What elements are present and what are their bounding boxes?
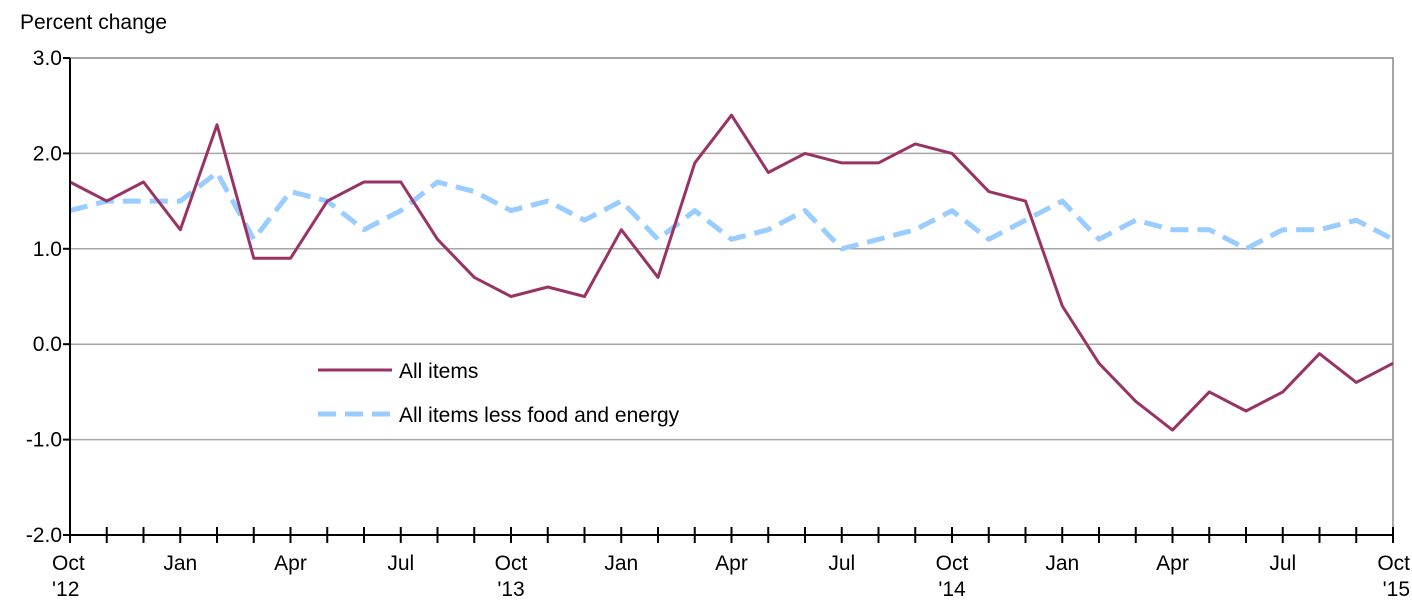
x-tick-label: Jan [163, 552, 197, 575]
series-group [69, 113, 1395, 432]
x-tick-label: Jul [1269, 552, 1296, 575]
x-tick-year-label: '15 [1383, 578, 1410, 600]
x-tick-label: Jul [828, 552, 855, 575]
plot-frame [69, 57, 1394, 536]
y-tick-label: -1.0 [26, 429, 62, 452]
x-tick-label: Apr [715, 552, 748, 575]
x-tick-label: Jan [1045, 552, 1079, 575]
x-tick-label: Oct [1377, 552, 1410, 575]
y-tick-label: 3.0 [33, 47, 62, 70]
gridlines [69, 57, 1394, 536]
y-tick-label: 0.0 [33, 333, 62, 356]
x-tick-year-label: '12 [52, 578, 79, 600]
y-tick-label: -2.0 [26, 524, 62, 547]
x-tick-label: Apr [1156, 552, 1189, 575]
y-axis-title: Percent change [20, 11, 167, 34]
axes: 3.0 2.0 1.0 0.0 -1.0 -2.0 Oct '12 Jan Apr Jul Oct '1… [26, 47, 1410, 601]
legend-label-all-items: All items [399, 360, 478, 383]
x-tick-label: Apr [274, 552, 307, 575]
legend-label-core: All items less food and energy [399, 404, 680, 427]
x-tick-year-label: '13 [497, 578, 524, 600]
x-tick-year-label: '14 [938, 578, 966, 600]
x-tick-label: Oct [495, 552, 528, 575]
y-tick-label: 1.0 [33, 238, 62, 261]
legend: All items All items less food and energy [318, 360, 680, 427]
series-line-all-items [69, 113, 1394, 432]
series-line-core [69, 170, 1395, 252]
x-tick-label: Jan [604, 552, 638, 575]
y-tick-label: 2.0 [33, 142, 62, 165]
x-tick-label: Oct [936, 552, 969, 575]
x-tick-label: Oct [52, 552, 85, 575]
x-tick-label: Jul [387, 552, 414, 575]
